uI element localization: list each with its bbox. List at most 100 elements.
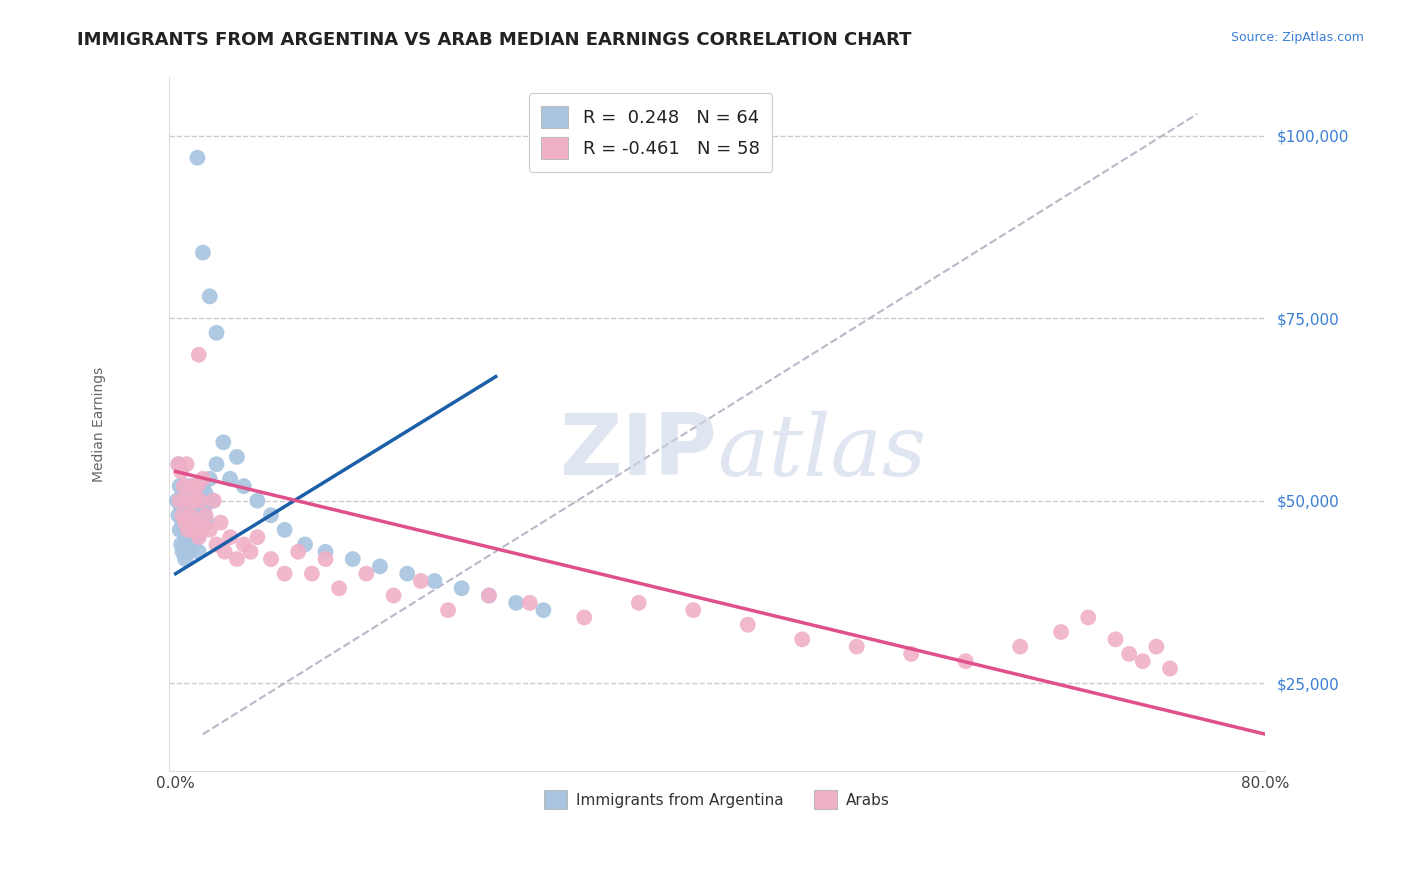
Point [187,348,209,362]
Point [190,523,212,537]
Point [232,537,254,551]
Y-axis label: Median Earnings: Median Earnings [93,367,107,482]
Point [169,523,191,537]
Point [180,508,202,523]
Point [179,493,201,508]
Point [172,508,194,523]
Point [198,472,221,486]
Point [172,486,194,500]
Point [505,596,527,610]
Point [1050,625,1073,640]
Point [181,530,204,544]
Point [183,523,205,537]
Point [342,552,364,566]
Point [181,500,204,515]
Point [183,479,205,493]
Point [170,537,193,551]
Text: atlas: atlas [717,410,927,493]
Point [187,500,209,515]
Point [186,479,208,493]
Point [396,566,419,581]
Point [186,151,208,165]
Point [183,493,205,508]
Point [186,479,208,493]
Point [273,523,295,537]
Point [1104,632,1126,647]
Point [167,457,190,471]
Point [183,508,205,523]
Point [186,530,208,544]
Point [356,566,378,581]
Point [478,589,501,603]
Point [214,545,236,559]
Point [955,654,977,668]
Point [209,516,232,530]
Point [176,457,198,471]
Point [193,500,215,515]
Point [174,500,197,515]
Point [190,508,212,523]
Point [239,545,262,559]
Point [409,574,432,588]
Point [314,545,336,559]
Point [170,500,193,515]
Point [183,523,205,537]
Point [194,486,217,500]
Point [194,508,217,523]
Point [382,589,405,603]
Point [437,603,460,617]
Point [169,493,191,508]
Point [198,523,221,537]
Point [574,610,596,624]
Point [191,472,214,486]
Point [212,435,235,450]
Point [226,552,249,566]
Point [173,479,195,493]
Point [174,552,197,566]
Text: Source: ZipAtlas.com: Source: ZipAtlas.com [1230,31,1364,45]
Point [287,545,309,559]
Point [260,552,283,566]
Point [737,617,759,632]
Point [176,516,198,530]
Point [205,457,228,471]
Point [172,545,194,559]
Point [179,523,201,537]
Point [172,516,194,530]
Point [246,493,269,508]
Point [1132,654,1154,668]
Point [183,537,205,551]
Point [177,479,200,493]
Point [232,479,254,493]
Point [450,581,472,595]
Point [202,493,225,508]
Point [184,516,207,530]
Point [900,647,922,661]
Point [180,516,202,530]
Point [1144,640,1167,654]
Text: ZIP: ZIP [560,410,717,493]
Point [201,493,224,508]
Point [167,457,190,471]
Point [519,596,541,610]
Point [188,493,211,508]
Point [478,589,501,603]
Point [198,289,221,303]
Point [246,530,269,544]
Point [174,530,197,544]
Point [845,640,868,654]
Point [177,523,200,537]
Point [219,530,242,544]
Point [226,450,249,464]
Point [169,479,191,493]
Point [314,552,336,566]
Point [205,537,228,551]
Point [1118,647,1140,661]
Point [191,479,214,493]
Point [187,545,209,559]
Point [166,493,188,508]
Legend: Immigrants from Argentina, Arabs: Immigrants from Argentina, Arabs [538,784,896,815]
Point [173,523,195,537]
Point [179,545,201,559]
Point [205,326,228,340]
